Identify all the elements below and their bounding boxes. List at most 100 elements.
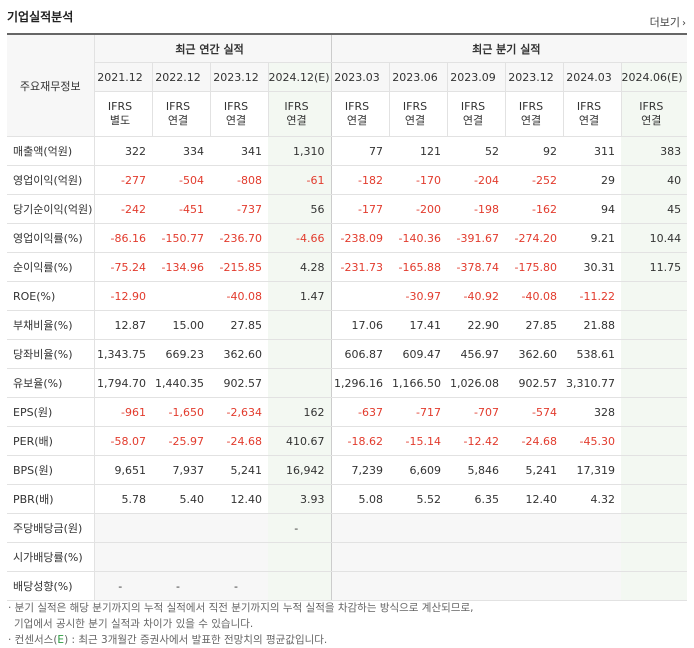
row-label: 시가배당률(%): [7, 542, 95, 572]
ifrs-8: IFRS 연결: [563, 91, 622, 137]
footnote-2: 기업에서 공시한 분기 실적과 차이가 있을 수 있습니다.: [14, 618, 254, 630]
cell-value: -12.90: [94, 281, 152, 311]
cell-value: [268, 368, 332, 398]
cell-value: 362.60: [505, 339, 564, 369]
period-7: 2023.12: [505, 62, 564, 92]
header-sections-row: 주요재무정보 최근 연간 실적 최근 분기 실적: [7, 35, 688, 137]
chevron-right-icon: ›: [682, 18, 686, 29]
cell-value: [94, 542, 152, 572]
cell-value: 3.93: [268, 484, 332, 514]
ifrs-std-2: IFRS: [223, 100, 249, 113]
cell-value: -61: [268, 165, 332, 195]
cell-value: 6.35: [447, 484, 506, 514]
cell-value: -200: [389, 194, 448, 224]
cell-value: -378.74: [447, 252, 506, 282]
cell-value: [268, 339, 332, 369]
cell-value: -215.85: [210, 252, 268, 282]
table-row: PER(배) -58.07 -25.97 -24.68 410.67 -18.62 -15.…: [7, 426, 688, 456]
ifrs-std-6: IFRS: [460, 100, 486, 113]
cell-value: [621, 571, 688, 601]
cell-value: [505, 571, 564, 601]
row-label: 당좌비율(%): [7, 339, 95, 369]
financial-table: 주요재무정보 최근 연간 실적 최근 분기 실적 2021.12 2022.12 2023…: [7, 35, 688, 601]
ifrs-std-1: IFRS: [165, 100, 191, 113]
row-label: 순이익률(%): [7, 252, 95, 282]
cell-value: [152, 281, 210, 311]
row-label: PER(배): [7, 426, 95, 456]
cell-value: -11.22: [563, 281, 622, 311]
row-label: 당기순이익(억원): [7, 194, 95, 224]
row-label: EPS(원): [7, 397, 95, 427]
cell-value: [268, 571, 332, 601]
cell-value: 29: [563, 165, 622, 195]
row-label: 영업이익률(%): [7, 223, 95, 253]
table-row: 부채비율(%) 12.87 15.00 27.85 17.06 17.41 22.90 27.…: [7, 310, 688, 340]
table-row: 매출액(억원) 322 334 341 1,310 77 121 52 92 311 383: [7, 136, 688, 166]
cell-value: 456.97: [447, 339, 506, 369]
cell-value: -204: [447, 165, 506, 195]
cell-value: 4.32: [563, 484, 622, 514]
ifrs-std-8: IFRS: [576, 100, 602, 113]
cell-value: -40.92: [447, 281, 506, 311]
period-3: 2024.12(E): [268, 62, 332, 92]
table-row: 당좌비율(%) 1,343.75 669.23 362.60 606.87 609.47 4…: [7, 339, 688, 369]
ifrs-std-0: IFRS: [107, 100, 133, 113]
cell-value: [621, 513, 688, 543]
cell-value: 669.23: [152, 339, 210, 369]
cell-value: 328: [563, 397, 622, 427]
cell-value: [331, 513, 390, 543]
cell-value: 5,241: [210, 455, 268, 485]
table-row: 영업이익(억원) -277 -504 -808 -61 -182 -170 -204 -252 2…: [7, 165, 688, 195]
footnote-1: · 분기 실적은 해당 분기까지의 누적 실적에서 직전 분기까지의 누적 실적…: [8, 602, 474, 614]
ifrs-scope-7: 연결: [520, 114, 542, 127]
cell-value: -18.62: [331, 426, 390, 456]
ifrs-std-4: IFRS: [344, 100, 370, 113]
ifrs-std-7: IFRS: [518, 100, 544, 113]
cell-value: 3,310.77: [563, 368, 622, 398]
ifrs-5: IFRS 연결: [389, 91, 448, 137]
cell-value: -707: [447, 397, 506, 427]
period-0: 2021.12: [94, 62, 153, 92]
cell-value: 609.47: [389, 339, 448, 369]
cell-value: [621, 397, 688, 427]
ifrs-std-3: IFRS: [284, 100, 309, 113]
cell-value: 4.28: [268, 252, 332, 282]
cell-value: -231.73: [331, 252, 390, 282]
period-9: 2024.06(E): [621, 62, 688, 92]
cell-value: [621, 542, 688, 572]
cell-value: 7,239: [331, 455, 390, 485]
cell-value: 22.90: [447, 310, 506, 340]
cell-value: -451: [152, 194, 210, 224]
cell-value: [621, 339, 688, 369]
footnote-3: · 컨센서스(E) : 최근 3개월간 증권사에서 발표한 전망치의 평균값입니…: [8, 632, 327, 647]
cell-value: [505, 542, 564, 572]
cell-value: 94: [563, 194, 622, 224]
more-link[interactable]: 더보기 ›: [650, 14, 686, 30]
more-label: 더보기: [649, 16, 680, 29]
cell-value: 27.85: [210, 310, 268, 340]
top-divider: [7, 33, 687, 35]
cell-value: 12.40: [210, 484, 268, 514]
cell-value: 6,609: [389, 455, 448, 485]
cell-value: 162: [268, 397, 332, 427]
ifrs-3: IFRS 연결: [268, 91, 332, 137]
cell-value: [621, 310, 688, 340]
cell-value: [389, 571, 448, 601]
cell-value: -24.68: [210, 426, 268, 456]
cell-value: [447, 571, 506, 601]
row-label: 배당성향(%): [7, 571, 95, 601]
cell-value: -: [152, 571, 210, 601]
cell-value: -177: [331, 194, 390, 224]
cell-value: 383: [621, 136, 688, 166]
stub-label: 주요재무정보: [7, 35, 95, 137]
cell-value: -637: [331, 397, 390, 427]
cell-value: [621, 281, 688, 311]
cell-value: -274.20: [505, 223, 564, 253]
cell-value: -737: [210, 194, 268, 224]
cell-value: 121: [389, 136, 448, 166]
cell-value: 1,310: [268, 136, 332, 166]
cell-value: -: [210, 571, 268, 601]
period-4: 2023.03: [331, 62, 390, 92]
cell-value: -86.16: [94, 223, 152, 253]
ifrs-0: IFRS 별도: [94, 91, 153, 137]
